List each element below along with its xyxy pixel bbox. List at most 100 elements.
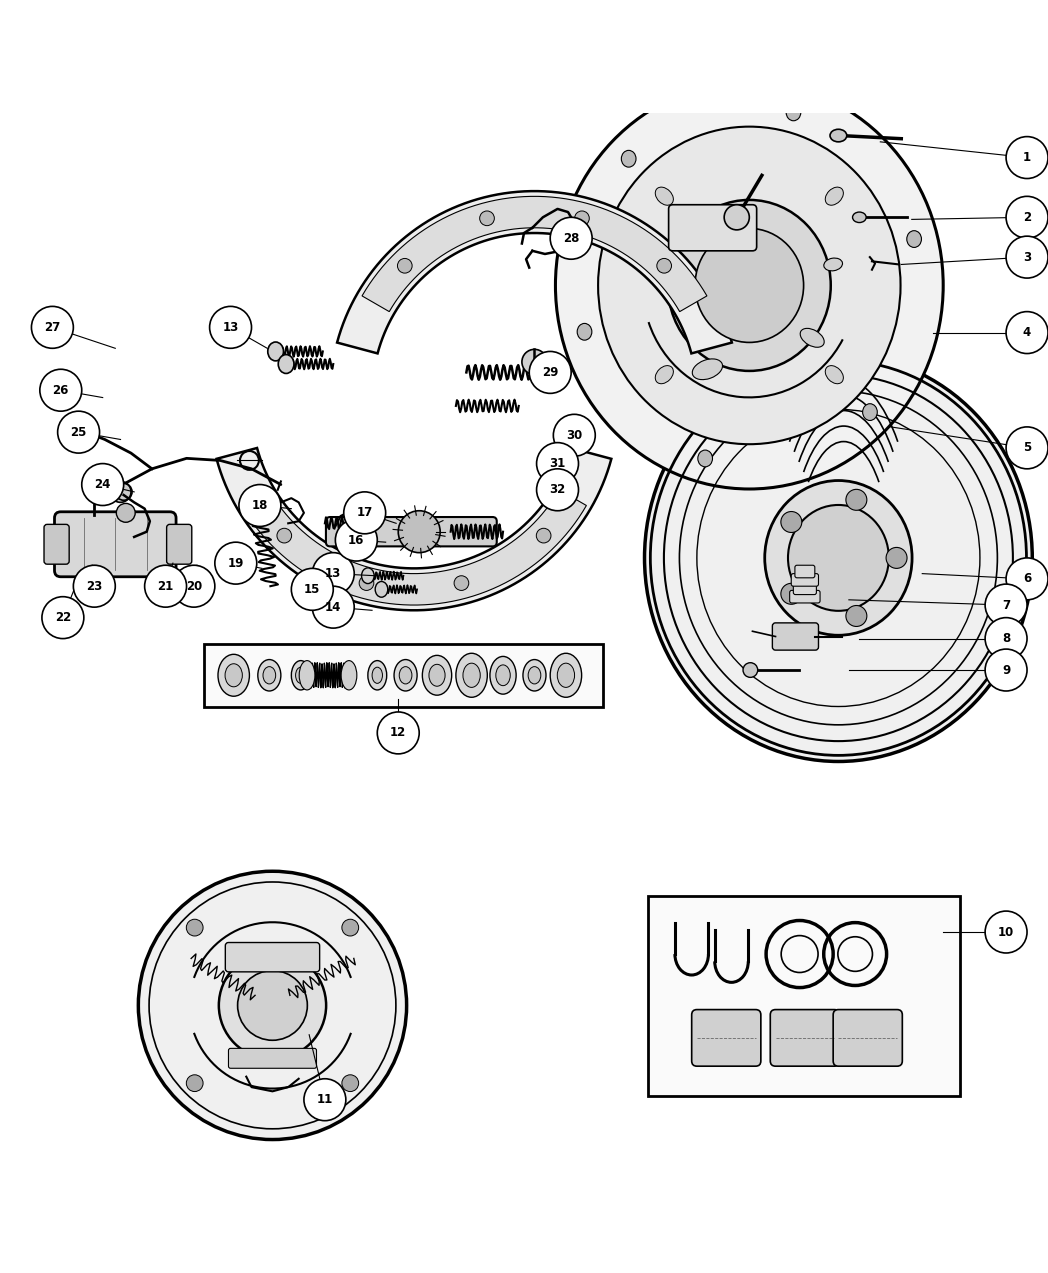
FancyBboxPatch shape <box>794 565 815 578</box>
FancyBboxPatch shape <box>225 942 320 971</box>
Circle shape <box>480 211 495 225</box>
Circle shape <box>312 586 354 628</box>
Text: 19: 19 <box>227 556 244 569</box>
FancyBboxPatch shape <box>772 622 818 651</box>
Circle shape <box>887 547 908 568</box>
Circle shape <box>537 528 551 544</box>
Ellipse shape <box>852 213 866 223</box>
Text: 8: 8 <box>1002 633 1010 645</box>
Circle shape <box>187 919 203 936</box>
Text: 28: 28 <box>563 232 580 244</box>
FancyBboxPatch shape <box>833 1009 902 1067</box>
Circle shape <box>657 258 672 274</box>
Ellipse shape <box>399 667 412 684</box>
Ellipse shape <box>577 323 592 340</box>
Bar <box>648 896 960 1096</box>
Ellipse shape <box>496 665 510 686</box>
Ellipse shape <box>825 365 844 383</box>
Circle shape <box>238 970 307 1040</box>
Text: 11: 11 <box>316 1094 333 1106</box>
Circle shape <box>1006 196 1048 238</box>
Ellipse shape <box>598 126 900 444</box>
FancyBboxPatch shape <box>669 205 757 251</box>
Circle shape <box>529 351 571 393</box>
Polygon shape <box>337 191 732 354</box>
Circle shape <box>116 503 135 522</box>
Ellipse shape <box>258 659 281 691</box>
Circle shape <box>724 205 749 230</box>
Circle shape <box>40 369 82 411</box>
Text: 14: 14 <box>325 601 342 614</box>
Text: 13: 13 <box>222 321 239 334</box>
Ellipse shape <box>558 663 574 687</box>
Text: 12: 12 <box>390 727 407 740</box>
Circle shape <box>846 606 867 626</box>
Ellipse shape <box>695 228 804 342</box>
Ellipse shape <box>786 104 801 121</box>
Circle shape <box>342 1074 358 1091</box>
Text: 21: 21 <box>157 579 174 593</box>
Circle shape <box>210 307 252 349</box>
Ellipse shape <box>225 663 242 687</box>
Circle shape <box>335 519 377 561</box>
Ellipse shape <box>765 480 912 635</box>
Text: 17: 17 <box>356 507 373 519</box>
FancyBboxPatch shape <box>54 512 176 577</box>
Text: 3: 3 <box>1023 251 1031 264</box>
Circle shape <box>1006 558 1048 600</box>
Circle shape <box>398 510 440 552</box>
Ellipse shape <box>668 200 831 370</box>
Ellipse shape <box>825 187 844 205</box>
Circle shape <box>344 491 386 533</box>
Ellipse shape <box>907 230 921 247</box>
Ellipse shape <box>621 150 636 167</box>
Ellipse shape <box>263 667 276 684</box>
Polygon shape <box>217 448 611 610</box>
Text: 29: 29 <box>542 365 559 379</box>
Circle shape <box>342 919 358 936</box>
Circle shape <box>215 542 257 584</box>
Ellipse shape <box>463 663 480 687</box>
Ellipse shape <box>422 656 452 695</box>
Ellipse shape <box>362 568 374 583</box>
Circle shape <box>304 1078 346 1120</box>
Circle shape <box>277 528 291 544</box>
Text: 27: 27 <box>44 321 61 334</box>
Text: 31: 31 <box>549 457 566 470</box>
Text: 16: 16 <box>348 533 365 546</box>
FancyBboxPatch shape <box>791 574 818 586</box>
Circle shape <box>138 871 407 1139</box>
Text: 5: 5 <box>1023 442 1031 454</box>
Circle shape <box>1006 136 1048 178</box>
Ellipse shape <box>368 661 387 690</box>
Ellipse shape <box>655 365 674 383</box>
Ellipse shape <box>788 505 889 611</box>
FancyBboxPatch shape <box>770 1009 839 1067</box>
Ellipse shape <box>550 653 582 698</box>
Text: 32: 32 <box>549 484 566 496</box>
Ellipse shape <box>279 355 293 373</box>
Ellipse shape <box>698 451 713 467</box>
Text: 2: 2 <box>1023 211 1031 224</box>
Circle shape <box>58 411 100 453</box>
Ellipse shape <box>693 359 722 379</box>
Ellipse shape <box>655 187 674 205</box>
FancyBboxPatch shape <box>692 1009 761 1067</box>
FancyBboxPatch shape <box>790 591 820 603</box>
Ellipse shape <box>291 661 310 690</box>
Circle shape <box>31 307 73 349</box>
Ellipse shape <box>824 258 843 271</box>
FancyBboxPatch shape <box>793 582 816 594</box>
Ellipse shape <box>489 657 516 694</box>
Ellipse shape <box>801 328 824 348</box>
Text: 9: 9 <box>1002 663 1010 676</box>
Ellipse shape <box>372 667 383 684</box>
Circle shape <box>145 565 187 607</box>
Ellipse shape <box>394 659 417 691</box>
Circle shape <box>985 911 1027 953</box>
Circle shape <box>42 597 84 639</box>
Text: 25: 25 <box>70 425 87 439</box>
Ellipse shape <box>645 354 1032 761</box>
FancyBboxPatch shape <box>44 524 69 564</box>
FancyBboxPatch shape <box>326 517 497 546</box>
